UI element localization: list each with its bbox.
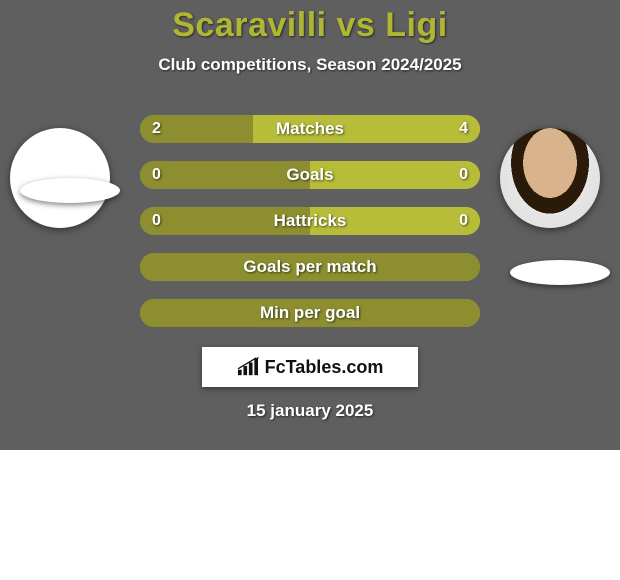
stat-bar: Matches 2 4	[140, 115, 480, 143]
bar-fill-right	[310, 161, 480, 189]
bar-fill-left	[140, 161, 310, 189]
logo-text: FcTables.com	[265, 357, 384, 378]
page-title: Scaravilli vs Ligi	[0, 0, 620, 45]
bar-label: Matches	[276, 119, 344, 139]
subtitle: Club competitions, Season 2024/2025	[0, 55, 620, 75]
bar-value-right: 0	[459, 166, 468, 184]
comparison-card: Scaravilli vs Ligi Club competitions, Se…	[0, 0, 620, 450]
date-label: 15 january 2025	[0, 401, 620, 421]
bar-value-right: 0	[459, 212, 468, 230]
bar-label: Goals	[286, 165, 333, 185]
stat-bar: Goals per match	[140, 253, 480, 281]
stat-bar: Goals 0 0	[140, 161, 480, 189]
bar-chart-icon	[237, 357, 259, 377]
bar-label: Min per goal	[260, 303, 360, 323]
player-right-name-oval	[510, 260, 610, 285]
stat-bars: Matches 2 4 Goals 0 0 Hattricks 0 0 Goals per mat…	[140, 115, 480, 327]
bar-value-left: 0	[152, 166, 161, 184]
bar-label: Goals per match	[243, 257, 376, 277]
content: Scaravilli vs Ligi Club competitions, Se…	[0, 0, 620, 421]
logo-box: FcTables.com	[202, 347, 418, 387]
player-right-avatar	[500, 128, 600, 228]
bar-value-left: 0	[152, 212, 161, 230]
bar-value-left: 2	[152, 120, 161, 138]
stat-bar: Min per goal	[140, 299, 480, 327]
bar-value-right: 4	[459, 120, 468, 138]
bar-label: Hattricks	[274, 211, 347, 231]
stat-bar: Hattricks 0 0	[140, 207, 480, 235]
player-left-name-oval	[20, 178, 120, 203]
